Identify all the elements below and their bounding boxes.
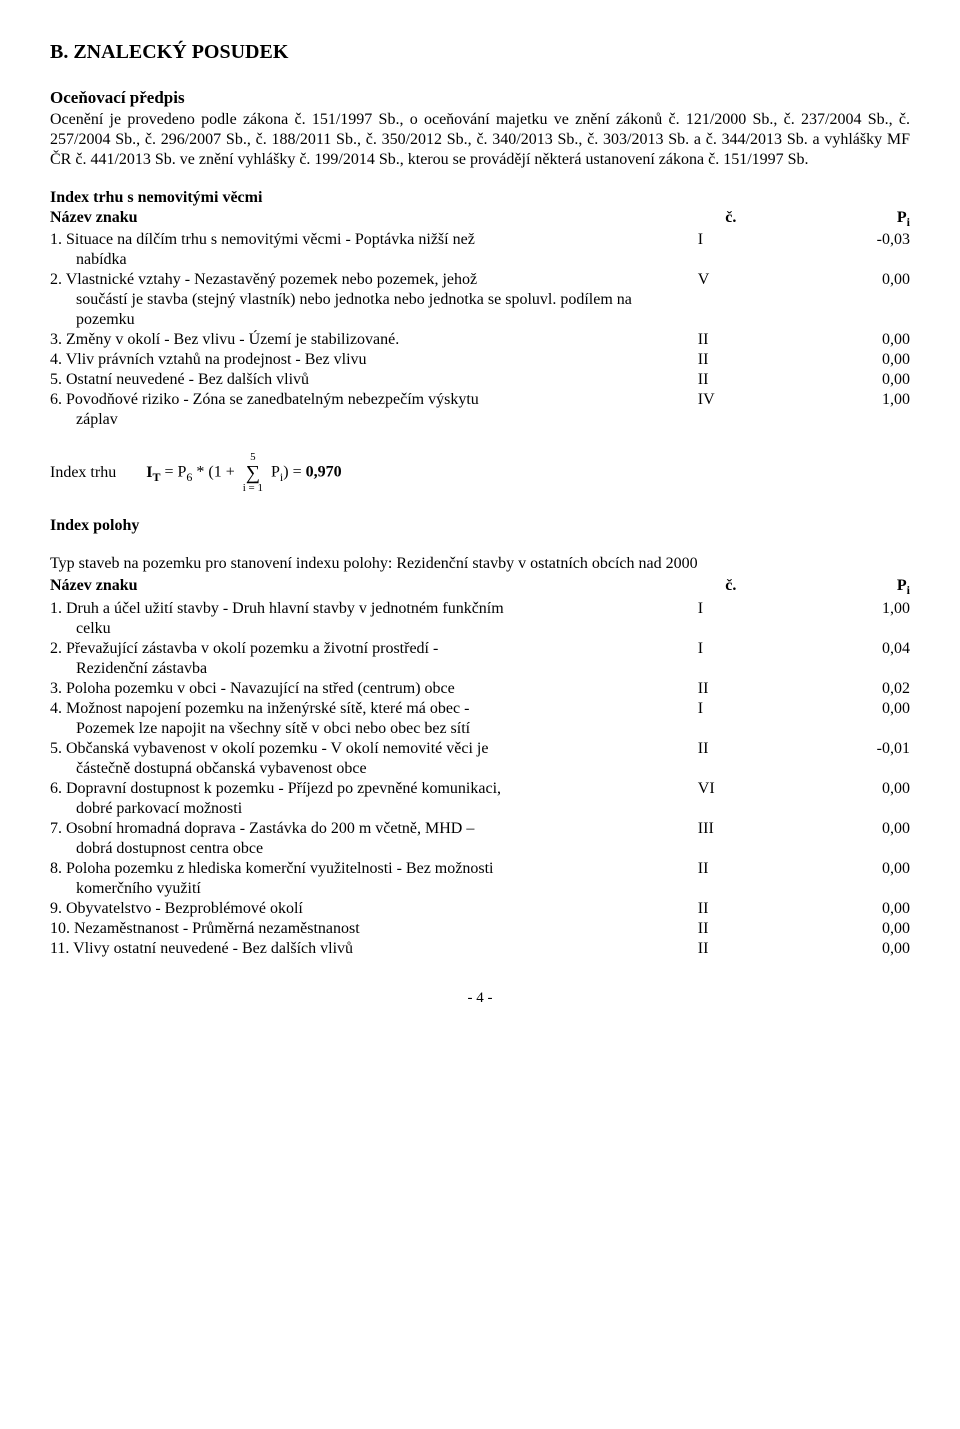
row-text: 2. Vlastnické vztahy - Nezastavěný pozem… [50,271,477,288]
row-c: II [678,919,764,939]
row-text: 4. Vliv právních vztahů na prodejnost - … [50,350,678,370]
row-p: 0,00 [764,819,910,859]
table-header: Název znaku č. Pi [50,208,910,230]
table-row: 11. Vlivy ostatní neuvedené - Bez dalšíc… [50,939,910,959]
row-c: II [678,899,764,919]
row-c: IV [678,390,764,430]
table-row: 4. Možnost napojení pozemku na inženýrsk… [50,699,910,739]
row-c: I [678,230,764,270]
table1-title: Index trhu s nemovitými věcmi [50,188,910,208]
row-text: 7. Osobní hromadná doprava - Zastávka do… [50,820,474,837]
row-text: 1. Situace na dílčím trhu s nemovitými v… [50,231,475,248]
formula-label: Index trhu [50,463,116,483]
row-p: 0,00 [764,699,910,739]
row-text: 2. Převažující zástavba v okolí pozemku … [50,640,438,657]
table-row: 5. Občanská vybavenost v okolí pozemku -… [50,739,910,779]
formula-index-trhu: Index trhu IT = P6 * (1 + 5∑i = 1 Pi) = … [50,452,910,494]
table-row: 1. Situace na dílčím trhu s nemovitými v… [50,230,910,270]
row-indent: nabídka [50,250,670,270]
row-c: II [678,370,764,390]
row-text: 9. Obyvatelstvo - Bezproblémové okolí [50,899,678,919]
table-polohy: Název znaku č. Pi 1. Druh a účel užití s… [50,576,910,958]
row-indent: dobrá dostupnost centra obce [50,839,670,859]
row-c: VI [678,779,764,819]
row-c: II [678,859,764,899]
row-p: 0,00 [764,919,910,939]
row-text: 8. Poloha pozemku z hlediska komerční vy… [50,860,493,877]
row-text: 10. Nezaměstnanost - Průměrná nezaměstna… [50,919,678,939]
page-title: B. ZNALECKÝ POSUDEK [50,40,910,65]
row-p: 0,04 [764,639,910,679]
row-c: I [678,599,764,639]
typ-staveb-text: Typ staveb na pozemku pro stanovení inde… [50,554,910,574]
row-indent: komerčního využití [50,879,670,899]
row-indent: dobré parkovací možnosti [50,799,670,819]
row-text: 3. Změny v okolí - Bez vlivu - Území je … [50,330,678,350]
row-c: V [678,270,764,330]
row-p: 1,00 [764,390,910,430]
row-c: II [678,679,764,699]
row-p: 0,02 [764,679,910,699]
row-text: 6. Dopravní dostupnost k pozemku - Příje… [50,780,501,797]
table-row: 2. Vlastnické vztahy - Nezastavěný pozem… [50,270,910,330]
table-row: 3. Změny v okolí - Bez vlivu - Území je … [50,330,910,350]
table-row: 4. Vliv právních vztahů na prodejnost - … [50,350,910,370]
row-p: 1,00 [764,599,910,639]
row-text: 5. Ostatní neuvedené - Bez dalších vlivů [50,370,678,390]
row-text: 6. Povodňové riziko - Zóna se zanedbatel… [50,391,479,408]
row-p: -0,03 [764,230,910,270]
table-row: 6. Povodňové riziko - Zóna se zanedbatel… [50,390,910,430]
col-name-header: Název znaku [50,208,678,230]
row-c: II [678,330,764,350]
row-c: II [678,739,764,779]
col-p-header: Pi [764,208,910,230]
row-indent: celku [50,619,670,639]
row-indent: Rezidenční zástavba [50,659,670,679]
row-c: II [678,939,764,959]
table-row: 1. Druh a účel užití stavby - Druh hlavn… [50,599,910,639]
row-c: I [678,639,764,679]
pricing-text: Ocenění je provedeno podle zákona č. 151… [50,110,910,170]
row-p: 0,00 [764,370,910,390]
table-trhu: Název znaku č. Pi 1. Situace na dílčím t… [50,208,910,430]
table-row: 3. Poloha pozemku v obci - Navazující na… [50,679,910,699]
table-header: Název znaku č. Pi [50,576,910,598]
col-p-header: Pi [764,576,910,598]
row-text: 11. Vlivy ostatní neuvedené - Bez dalšíc… [50,939,678,959]
row-p: 0,00 [764,859,910,899]
table-row: 10. Nezaměstnanost - Průměrná nezaměstna… [50,919,910,939]
table-row: 9. Obyvatelstvo - Bezproblémové okolí II… [50,899,910,919]
table-row: 5. Ostatní neuvedené - Bez dalších vlivů… [50,370,910,390]
row-p: 0,00 [764,779,910,819]
table-row: 6. Dopravní dostupnost k pozemku - Příje… [50,779,910,819]
page-number: - 4 - [50,989,910,1008]
col-c-header: č. [678,208,764,230]
row-p: 0,00 [764,939,910,959]
col-c-header: č. [678,576,764,598]
row-text: 4. Možnost napojení pozemku na inženýrsk… [50,700,469,717]
row-p: 0,00 [764,899,910,919]
formula-expr: IT = P6 * (1 + 5∑i = 1 Pi) = 0,970 [146,452,341,494]
row-p: 0,00 [764,330,910,350]
index-polohy-title: Index polohy [50,516,910,536]
row-p: -0,01 [764,739,910,779]
row-p: 0,00 [764,350,910,370]
row-indent: Pozemek lze napojit na všechny sítě v ob… [50,719,670,739]
row-text: 5. Občanská vybavenost v okolí pozemku -… [50,740,488,757]
row-text: 3. Poloha pozemku v obci - Navazující na… [50,679,678,699]
row-c: III [678,819,764,859]
row-indent: záplav [50,410,670,430]
pricing-heading: Oceňovací předpis [50,87,910,108]
table-row: 2. Převažující zástavba v okolí pozemku … [50,639,910,679]
table-row: 7. Osobní hromadná doprava - Zastávka do… [50,819,910,859]
row-indent: částečně dostupná občanská vybavenost ob… [50,759,670,779]
row-c: II [678,350,764,370]
row-indent: součástí je stavba (stejný vlastník) neb… [50,290,670,330]
table-row: 8. Poloha pozemku z hlediska komerční vy… [50,859,910,899]
row-text: 1. Druh a účel užití stavby - Druh hlavn… [50,600,504,617]
col-name-header: Název znaku [50,576,678,598]
row-c: I [678,699,764,739]
row-p: 0,00 [764,270,910,330]
